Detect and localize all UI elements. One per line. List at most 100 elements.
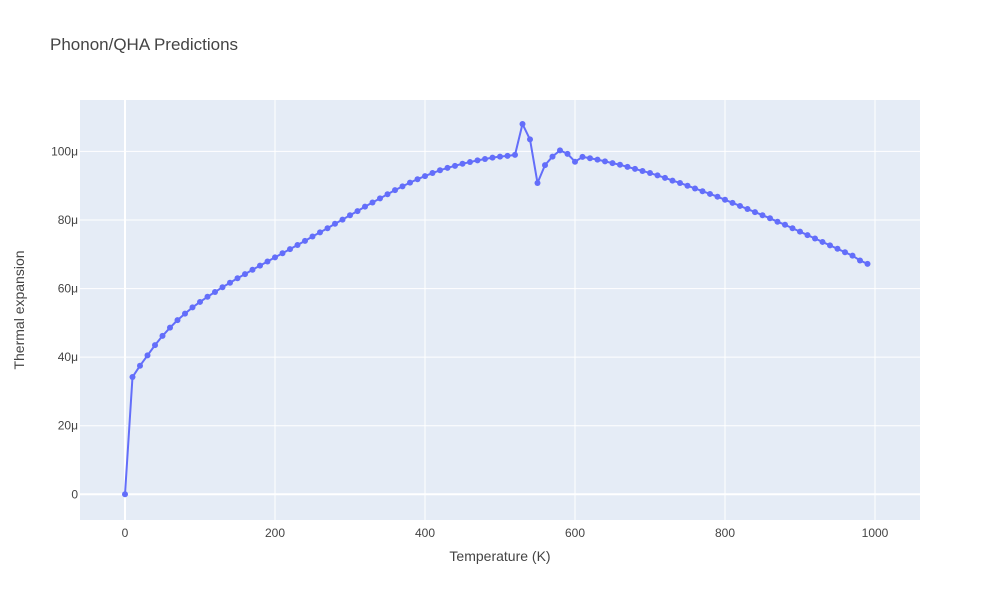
data-point[interactable] [662, 174, 668, 181]
data-point[interactable] [324, 225, 331, 232]
data-point[interactable] [234, 275, 241, 282]
data-point[interactable] [842, 249, 848, 256]
data-point[interactable] [864, 260, 871, 267]
data-point[interactable] [174, 317, 181, 324]
data-point[interactable] [639, 167, 646, 174]
data-point[interactable] [572, 158, 578, 165]
data-point[interactable] [789, 225, 796, 232]
data-point[interactable] [557, 147, 563, 154]
data-point[interactable] [804, 232, 811, 239]
data-point[interactable] [399, 183, 406, 190]
data-point[interactable] [219, 284, 226, 291]
data-point[interactable] [497, 153, 503, 160]
data-point[interactable] [242, 271, 248, 278]
data-point[interactable] [564, 150, 571, 157]
data-point[interactable] [452, 162, 458, 169]
data-point[interactable] [722, 196, 728, 203]
data-point[interactable] [129, 374, 136, 381]
data-point[interactable] [812, 235, 818, 242]
data-point[interactable] [212, 289, 218, 295]
data-point[interactable] [684, 182, 691, 189]
data-point[interactable] [827, 242, 833, 249]
data-point[interactable] [392, 187, 398, 194]
data-point[interactable] [534, 179, 541, 186]
data-point[interactable] [459, 160, 466, 167]
data-point[interactable] [467, 159, 473, 166]
data-point[interactable] [144, 352, 151, 359]
data-point[interactable] [362, 203, 368, 210]
data-point[interactable] [384, 191, 391, 198]
data-point[interactable] [714, 193, 721, 200]
data-point[interactable] [249, 266, 256, 273]
data-point[interactable] [729, 199, 736, 206]
data-point[interactable] [189, 304, 196, 311]
data-point[interactable] [264, 258, 271, 265]
data-point[interactable] [474, 157, 481, 164]
data-point[interactable] [422, 173, 428, 180]
data-point[interactable] [647, 170, 653, 177]
data-point[interactable] [774, 218, 781, 225]
data-point[interactable] [797, 228, 803, 235]
data-point[interactable] [257, 262, 263, 269]
data-point[interactable] [624, 163, 631, 170]
data-point[interactable] [594, 156, 601, 163]
data-point[interactable] [617, 161, 623, 168]
data-point[interactable] [414, 176, 421, 183]
data-point[interactable] [182, 310, 188, 317]
data-point[interactable] [339, 216, 346, 223]
data-point[interactable] [677, 179, 683, 186]
data-point[interactable] [429, 170, 436, 177]
data-point[interactable] [587, 155, 593, 162]
data-point[interactable] [767, 215, 773, 222]
data-point[interactable] [744, 206, 751, 213]
data-point[interactable] [512, 151, 518, 158]
data-point[interactable] [347, 212, 353, 219]
data-point[interactable] [549, 153, 556, 160]
data-point[interactable] [857, 257, 863, 264]
data-point[interactable] [354, 208, 361, 215]
data-point[interactable] [197, 298, 203, 305]
data-point[interactable] [377, 195, 383, 202]
data-point[interactable] [609, 160, 616, 167]
data-point[interactable] [707, 190, 713, 197]
data-point[interactable] [309, 233, 316, 240]
data-point[interactable] [369, 199, 376, 206]
data-point[interactable] [489, 154, 496, 161]
data-point[interactable] [444, 164, 451, 171]
data-point[interactable] [759, 212, 766, 219]
data-point[interactable] [407, 179, 413, 186]
data-point[interactable] [204, 293, 211, 300]
data-point[interactable] [272, 254, 278, 261]
data-point[interactable] [692, 185, 698, 192]
data-point[interactable] [519, 121, 526, 127]
data-point[interactable] [699, 188, 706, 195]
data-point[interactable] [152, 342, 158, 349]
data-point[interactable] [752, 209, 758, 216]
data-point[interactable] [287, 246, 293, 253]
data-point[interactable] [669, 177, 676, 184]
data-point[interactable] [302, 237, 308, 244]
data-point[interactable] [437, 167, 443, 174]
data-point[interactable] [819, 238, 826, 245]
data-point[interactable] [482, 155, 488, 162]
data-point[interactable] [834, 245, 841, 252]
data-point[interactable] [227, 279, 233, 286]
data-point[interactable] [654, 172, 661, 179]
data-point[interactable] [782, 221, 788, 228]
data-point[interactable] [737, 202, 743, 209]
data-point[interactable] [332, 220, 338, 227]
data-point[interactable] [527, 136, 533, 143]
data-point[interactable] [122, 491, 128, 498]
data-point[interactable] [279, 250, 286, 257]
data-point[interactable] [632, 165, 638, 172]
data-point[interactable] [602, 158, 608, 165]
data-point[interactable] [137, 362, 143, 369]
data-point[interactable] [167, 324, 173, 331]
data-point[interactable] [579, 153, 586, 160]
data-point[interactable] [159, 332, 166, 339]
data-point[interactable] [294, 242, 301, 249]
data-point[interactable] [849, 252, 856, 259]
data-point[interactable] [542, 162, 548, 169]
data-point[interactable] [504, 152, 511, 159]
data-point[interactable] [317, 229, 323, 236]
